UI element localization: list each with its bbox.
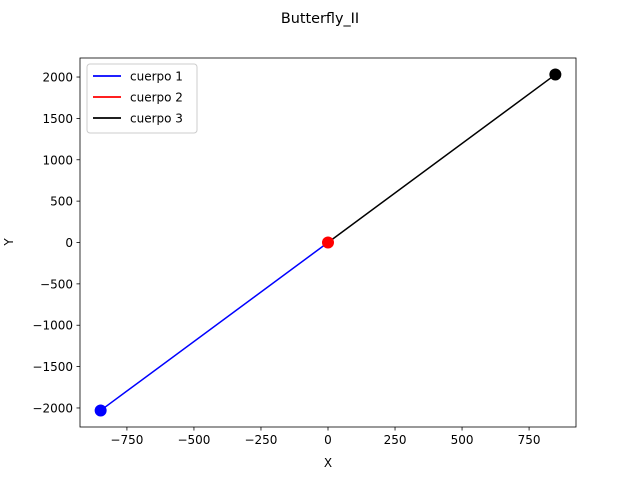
y-tick-label: −500 [40, 277, 73, 291]
plot-area [79, 57, 577, 428]
series-marker-2 [322, 236, 334, 249]
series-marker-1 [94, 404, 107, 417]
x-tick-label: 750 [518, 433, 541, 447]
legend-label-2: cuerpo 2 [130, 91, 183, 105]
legend: cuerpo 1 cuerpo 2 cuerpo 3 [86, 63, 198, 134]
y-tick-label: 1000 [42, 153, 73, 167]
y-tick-label: −1500 [32, 360, 73, 374]
series-line-3 [327, 73, 556, 244]
y-axis-label: Y [2, 238, 16, 247]
x-tick-label: −750 [110, 433, 143, 447]
legend-label-3: cuerpo 3 [130, 112, 183, 126]
y-tick-label: 1500 [42, 112, 73, 126]
y-tick-label: 2000 [42, 71, 73, 85]
axis-ticks: −750 −500 −250 0 250 500 750 −2000 −1500 −1000 −50… [32, 71, 540, 447]
legend-label-1: cuerpo 1 [130, 70, 183, 84]
x-tick-label: −500 [177, 433, 210, 447]
x-tick-label: 500 [451, 433, 474, 447]
y-tick-label: 500 [50, 195, 73, 209]
chart-title: Butterfly_II [281, 11, 359, 27]
legend-box [86, 63, 198, 134]
x-tick-label: 250 [384, 433, 407, 447]
series-line-1 [100, 241, 329, 412]
y-tick-label: −1000 [32, 319, 73, 333]
y-tick-label: −2000 [32, 401, 73, 415]
series-marker-3 [549, 68, 562, 81]
x-tick-label: −250 [244, 433, 277, 447]
x-axis-label: X [324, 456, 332, 470]
x-tick-label: 0 [324, 433, 332, 447]
y-tick-label: 0 [65, 236, 73, 250]
